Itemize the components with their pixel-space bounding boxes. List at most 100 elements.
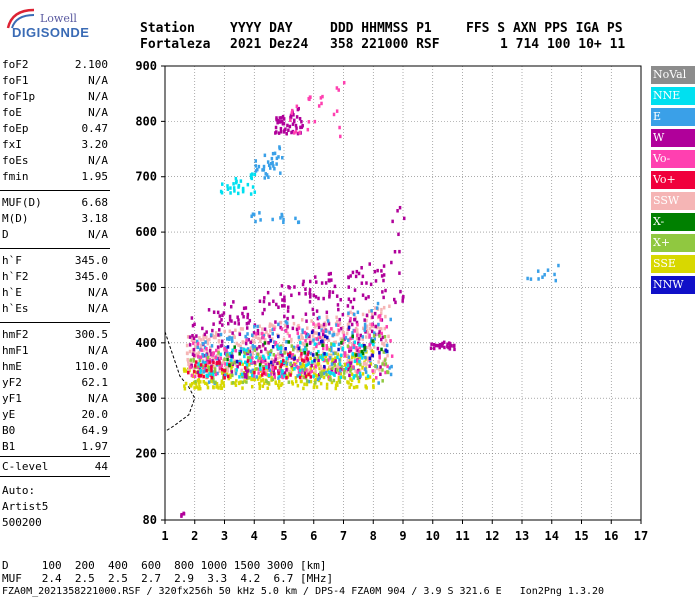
echo-point (371, 353, 375, 358)
echo-point (280, 284, 284, 288)
x-tick-label: 9 (399, 529, 406, 543)
echo-point (371, 369, 374, 373)
echo-point (253, 345, 257, 349)
echo-point (202, 370, 205, 374)
echo-point (241, 327, 244, 331)
echo-point (228, 318, 232, 322)
echo-point (371, 315, 374, 319)
echo-point (364, 330, 367, 334)
echo-point (443, 340, 446, 345)
echo-point (274, 125, 278, 130)
echo-point (270, 323, 273, 327)
echo-point (358, 343, 361, 347)
echo-point (245, 348, 248, 353)
echo-point (295, 104, 299, 109)
legend-item: SSW (651, 192, 695, 210)
echo-point (309, 356, 312, 361)
echo-point (201, 326, 204, 331)
echo-point (199, 355, 203, 359)
echo-point (288, 334, 291, 338)
echo-point (281, 114, 285, 119)
echo-point (386, 364, 389, 369)
echo-point (317, 349, 320, 354)
echo-point (263, 176, 266, 180)
echo-point (235, 379, 238, 383)
echo-point (272, 366, 275, 370)
echo-point (348, 361, 351, 366)
echo-point (267, 333, 270, 337)
echo-point (228, 329, 232, 334)
echo-point (217, 353, 221, 357)
legend-item: NNE (651, 87, 695, 105)
echo-point (253, 348, 257, 352)
echo-point (338, 362, 342, 366)
echo-point (389, 372, 393, 377)
echo-point (268, 324, 271, 329)
echo-point (316, 374, 319, 378)
echo-point (198, 358, 202, 363)
echo-point (296, 131, 300, 136)
echo-point (356, 359, 359, 363)
echo-point (218, 361, 221, 365)
echo-point (291, 326, 295, 331)
echo-point (250, 333, 254, 338)
echo-point (234, 328, 237, 333)
echo-point (326, 368, 330, 372)
echo-point (194, 379, 197, 384)
legend-item: W (651, 129, 695, 147)
echo-point (243, 375, 247, 379)
echo-point (250, 384, 254, 389)
x-tick-label: 13 (515, 529, 529, 543)
echo-point (292, 113, 295, 117)
echo-point (278, 355, 282, 359)
echo-point (210, 369, 213, 373)
echo-point (247, 376, 251, 380)
echo-point (215, 381, 219, 386)
echo-point (251, 351, 255, 355)
param-row: foF1 N/A (2, 74, 108, 88)
echo-point (321, 94, 324, 99)
echo-point (299, 340, 302, 345)
y-tick-label: 300 (135, 391, 157, 405)
echo-point (234, 368, 237, 372)
echo-point (296, 374, 299, 378)
echo-point (314, 373, 317, 378)
echo-point (265, 365, 268, 370)
param-row: MUF(D) 6.68 (2, 196, 108, 210)
echo-point (374, 306, 377, 310)
echo-point (257, 336, 260, 341)
echo-point (335, 368, 339, 372)
echo-point (339, 375, 343, 380)
echo-point (432, 346, 436, 351)
echo-point (235, 341, 239, 346)
echo-point (199, 371, 202, 376)
echo-point (299, 348, 302, 353)
echo-point (306, 127, 310, 132)
echo-point (355, 320, 359, 325)
echo-point (195, 339, 199, 344)
echo-point (326, 319, 330, 323)
echo-point (219, 356, 222, 361)
echo-point (337, 331, 340, 335)
echo-point (319, 371, 322, 375)
echo-point (217, 333, 220, 337)
echo-point (315, 280, 318, 284)
echo-point (355, 374, 358, 378)
echo-point (221, 313, 224, 318)
echo-point (282, 337, 286, 342)
param-key: hmF1 (2, 344, 29, 357)
echo-point (259, 354, 263, 359)
echo-point (192, 357, 195, 362)
echo-point (389, 317, 392, 322)
echo-point (296, 331, 300, 335)
echo-point (262, 299, 266, 304)
echo-point (286, 331, 290, 336)
echo-point (382, 278, 385, 283)
echo-point (335, 319, 339, 324)
echo-point (279, 350, 283, 354)
echo-point (288, 286, 291, 290)
echo-point (273, 167, 276, 171)
echo-point (189, 383, 192, 387)
echo-point (233, 381, 237, 385)
echo-point (298, 116, 302, 121)
